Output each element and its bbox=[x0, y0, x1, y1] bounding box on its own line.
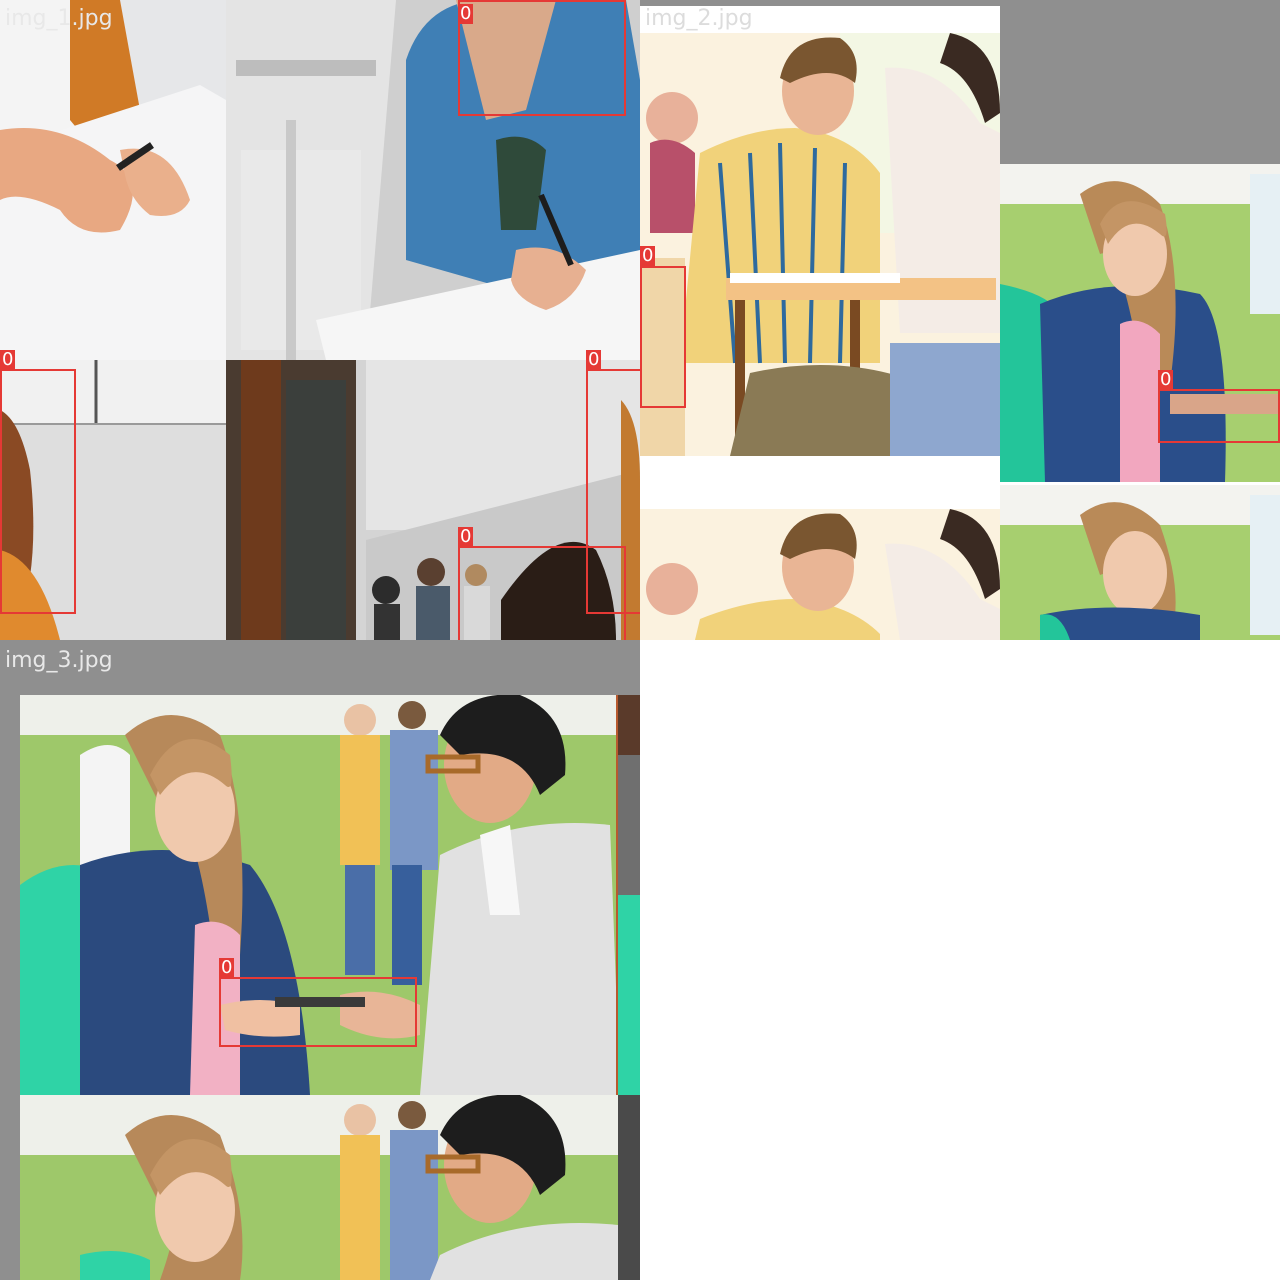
mosaic-caption: img_1.jpg bbox=[5, 6, 113, 31]
photo-edge-sliver bbox=[618, 695, 640, 1095]
detection-label: 0 bbox=[458, 3, 474, 24]
photo-edge-sliver bbox=[618, 1095, 640, 1280]
detection-box bbox=[640, 266, 686, 408]
detection-label: 0 bbox=[219, 957, 235, 978]
photo-student-plaid-shirt-repeat bbox=[640, 509, 1000, 640]
photo-girl-teal-backpack-repeat bbox=[1000, 485, 1280, 640]
mosaic-tile-1: 0 0 0 0 img_1.jpg bbox=[0, 0, 640, 640]
photo-girl-and-man-exchange bbox=[20, 695, 620, 1095]
photo-student-plaid-shirt bbox=[640, 33, 1000, 456]
photo-girl-teal-backpack bbox=[1000, 164, 1280, 482]
detection-label: 0 bbox=[0, 349, 16, 370]
mosaic-caption: img_2.jpg bbox=[645, 6, 753, 31]
detection-box bbox=[0, 369, 76, 614]
detection-label: 0 bbox=[458, 526, 474, 547]
letterbox-fill bbox=[1000, 0, 1280, 164]
photo-corridor bbox=[226, 360, 640, 640]
detection-box bbox=[219, 977, 417, 1047]
detection-box bbox=[458, 0, 626, 116]
photo-woman-denim-writing bbox=[226, 0, 640, 360]
photo-hands-writing bbox=[0, 0, 226, 360]
letterbox-fill bbox=[640, 0, 1280, 6]
detection-box bbox=[1158, 389, 1280, 443]
detection-box bbox=[458, 546, 626, 640]
detection-label: 0 bbox=[1158, 369, 1174, 390]
detection-label: 0 bbox=[640, 245, 656, 266]
mosaic-tile-2: 0 0 img_2.jpg bbox=[640, 0, 1280, 640]
detection-label: 0 bbox=[586, 349, 602, 370]
mosaic-caption: img_3.jpg bbox=[5, 648, 113, 673]
photo-girl-and-man-exchange-repeat bbox=[20, 1095, 618, 1280]
mosaic-tile-3: 0 img_3.jpg bbox=[0, 640, 640, 1280]
detection-box bbox=[586, 369, 640, 614]
